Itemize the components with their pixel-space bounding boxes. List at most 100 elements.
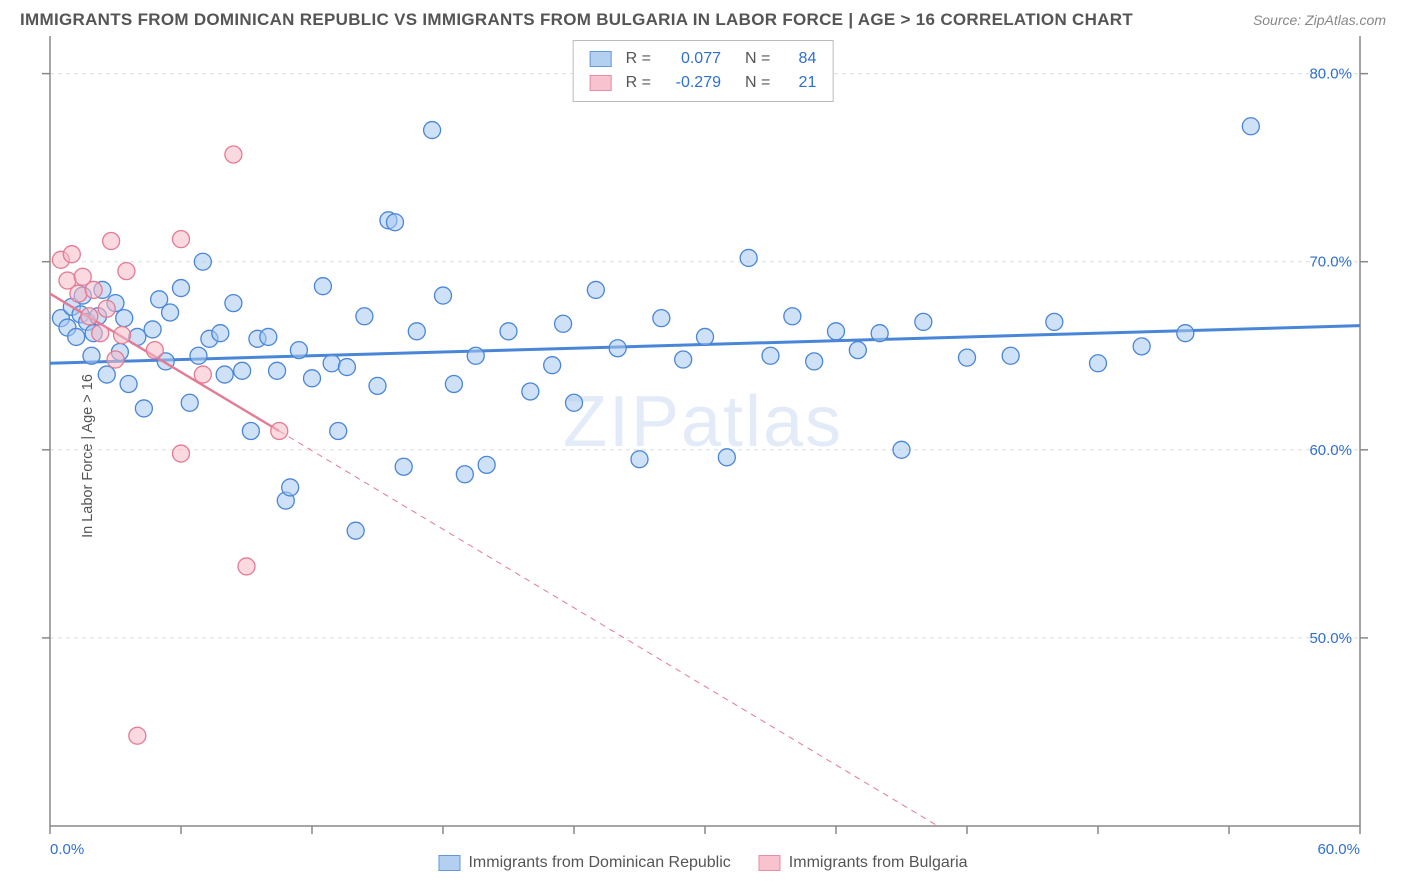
r-value: -0.279 [661, 71, 721, 95]
data-point [386, 214, 403, 231]
data-point [173, 445, 190, 462]
data-point [653, 310, 670, 327]
r-label: R = [626, 47, 651, 71]
data-point [740, 249, 757, 266]
stats-legend-box: R = 0.077 N = 84 R = -0.279 N = 21 [573, 40, 834, 102]
stats-row: R = -0.279 N = 21 [590, 71, 817, 95]
n-value: 21 [780, 71, 816, 95]
data-point [107, 351, 124, 368]
data-point [190, 347, 207, 364]
data-point [146, 342, 163, 359]
y-tick-label: 80.0% [1309, 66, 1352, 83]
data-point [347, 522, 364, 539]
x-tick-label: 60.0% [1317, 841, 1360, 858]
data-point [120, 375, 137, 392]
data-point [63, 246, 80, 263]
data-point [467, 347, 484, 364]
data-point [959, 349, 976, 366]
data-point [1046, 313, 1063, 330]
data-point [1242, 118, 1259, 135]
data-point [314, 278, 331, 295]
data-point [675, 351, 692, 368]
legend-swatch [590, 51, 612, 67]
data-point [544, 357, 561, 374]
data-point [304, 370, 321, 387]
data-point [144, 321, 161, 338]
data-point [828, 323, 845, 340]
data-point [697, 328, 714, 345]
y-tick-label: 60.0% [1309, 442, 1352, 459]
data-point [435, 287, 452, 304]
n-label: N = [745, 47, 770, 71]
data-point [566, 394, 583, 411]
data-point [445, 375, 462, 392]
stats-row: R = 0.077 N = 84 [590, 47, 817, 71]
data-point [114, 327, 131, 344]
data-point [98, 366, 115, 383]
data-point [194, 366, 211, 383]
data-point [103, 233, 120, 250]
data-point [118, 263, 135, 280]
data-point [631, 451, 648, 468]
legend-label: Immigrants from Bulgaria [789, 854, 968, 872]
source-label: Source: ZipAtlas.com [1253, 12, 1386, 28]
data-point [181, 394, 198, 411]
data-point [323, 355, 340, 372]
data-point [238, 558, 255, 575]
data-point [478, 456, 495, 473]
legend-swatch [759, 855, 781, 871]
data-point [92, 325, 109, 342]
data-point [173, 231, 190, 248]
data-point [173, 280, 190, 297]
data-point [1002, 347, 1019, 364]
data-point [234, 362, 251, 379]
data-point [85, 281, 102, 298]
data-point [242, 423, 259, 440]
data-point [260, 328, 277, 345]
data-point [806, 353, 823, 370]
data-point [212, 325, 229, 342]
data-point [408, 323, 425, 340]
trend-line-ext [279, 431, 1141, 876]
data-point [1090, 355, 1107, 372]
legend-swatch [438, 855, 460, 871]
data-point [225, 146, 242, 163]
data-point [587, 281, 604, 298]
n-value: 84 [780, 47, 816, 71]
data-point [135, 400, 152, 417]
r-label: R = [626, 71, 651, 95]
legend-item: Immigrants from Dominican Republic [438, 854, 730, 872]
data-point [849, 342, 866, 359]
chart-title: IMMIGRANTS FROM DOMINICAN REPUBLIC VS IM… [20, 10, 1133, 30]
data-point [609, 340, 626, 357]
legend-item: Immigrants from Bulgaria [759, 854, 968, 872]
data-point [70, 285, 87, 302]
y-tick-label: 70.0% [1309, 254, 1352, 271]
data-point [216, 366, 233, 383]
data-point [83, 347, 100, 364]
data-point [162, 304, 179, 321]
data-point [68, 328, 85, 345]
data-point [500, 323, 517, 340]
data-point [1177, 325, 1194, 342]
data-point [129, 727, 146, 744]
data-point [395, 458, 412, 475]
data-point [718, 449, 735, 466]
data-point [194, 253, 211, 270]
data-point [871, 325, 888, 342]
data-point [269, 362, 286, 379]
data-point [369, 377, 386, 394]
data-point [271, 423, 288, 440]
r-value: 0.077 [661, 47, 721, 71]
n-label: N = [745, 71, 770, 95]
y-tick-label: 50.0% [1309, 630, 1352, 647]
data-point [1133, 338, 1150, 355]
chart-container: In Labor Force | Age > 16 ZIPatlas 50.0%… [0, 36, 1406, 876]
data-point [338, 359, 355, 376]
data-point [555, 315, 572, 332]
scatter-chart: 50.0%60.0%70.0%80.0%0.0%60.0% [0, 36, 1406, 876]
legend-label: Immigrants from Dominican Republic [468, 854, 730, 872]
data-point [282, 479, 299, 496]
legend-swatch [590, 75, 612, 91]
data-point [762, 347, 779, 364]
